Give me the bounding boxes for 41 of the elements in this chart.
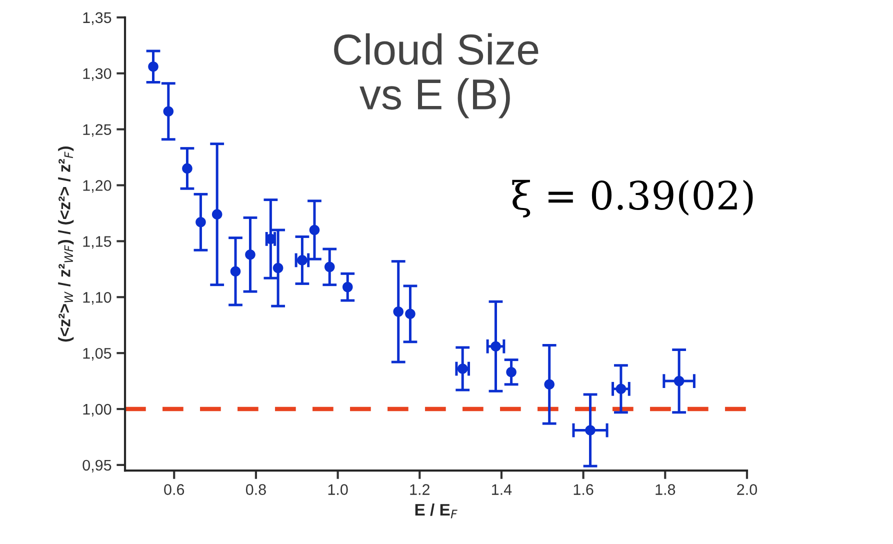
y-tick-label: 1,25 xyxy=(83,124,112,137)
point xyxy=(616,384,626,394)
y-tick-label: 1,00 xyxy=(83,404,112,417)
point xyxy=(405,308,416,320)
x-tick-label: 1.4 xyxy=(492,484,512,495)
y-tick-label: 1,35 xyxy=(83,12,112,25)
x-axis-title: E / E$_{F}$ xyxy=(415,503,458,518)
x-tick-label: 2.0 xyxy=(737,484,758,495)
x-tick-label: 1.6 xyxy=(574,484,594,495)
y-tick-label: 1,30 xyxy=(83,68,112,81)
annotation: ξ = 0.39(02) xyxy=(512,180,753,218)
point xyxy=(196,217,206,228)
point xyxy=(506,366,516,378)
y-tick-label: 1,20 xyxy=(83,180,112,193)
point xyxy=(163,106,174,117)
point xyxy=(324,262,335,272)
point xyxy=(309,224,320,236)
x-tick-label: 1.2 xyxy=(410,484,430,495)
point xyxy=(544,379,555,390)
y-tick-label: 1,05 xyxy=(83,348,112,361)
y-axis-title: (<z²>$_{W}$ / z²$_{WF}$) / (<z²> / z²$_{F}$) xyxy=(58,146,74,342)
point xyxy=(490,341,501,352)
text: Cloud Size vs E (B) xyxy=(334,33,538,118)
y-tick-label: 0,95 xyxy=(82,460,112,472)
point xyxy=(272,262,284,274)
point xyxy=(674,376,684,386)
point xyxy=(148,61,158,72)
point xyxy=(212,209,222,220)
y-tick-label: 1,15 xyxy=(83,236,112,249)
point xyxy=(182,163,192,174)
point xyxy=(457,364,468,374)
x-tick-label: 1.8 xyxy=(656,484,676,495)
point xyxy=(342,282,353,292)
point xyxy=(245,249,256,260)
y-tick-label: 1,10 xyxy=(83,292,112,305)
point xyxy=(393,306,404,317)
x-tick-label: 1.0 xyxy=(328,484,348,495)
x-tick-label: 0.6 xyxy=(164,484,184,495)
point xyxy=(230,266,241,277)
point xyxy=(585,425,596,436)
x-tick-label: 0.8 xyxy=(246,484,266,495)
